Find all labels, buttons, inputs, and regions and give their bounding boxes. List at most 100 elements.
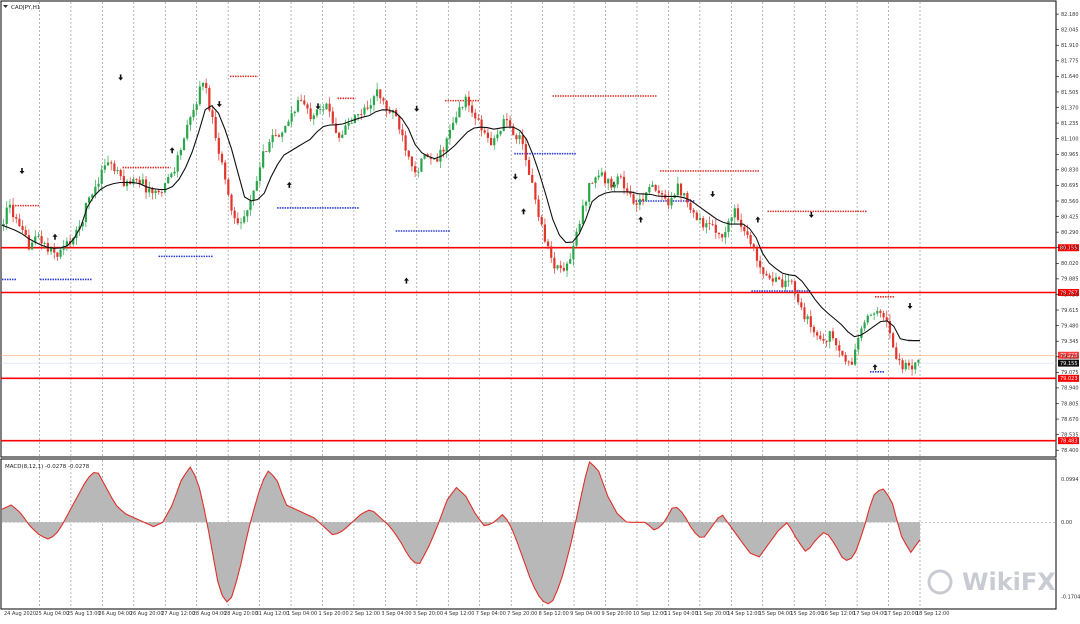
bull-candle [363,107,366,115]
time-tick-label: 28 Aug 20:00 [224,611,258,617]
symbol-dropdown-icon[interactable] [3,5,8,8]
bear-candle [508,120,512,127]
bear-candle [328,103,331,112]
bear-candle [233,210,236,219]
bull-candle [319,109,322,111]
candle-layer [2,78,920,376]
bull-candle [914,362,917,370]
down-arrow-icon [808,211,814,218]
bear-candle [654,184,657,191]
price-tick-label: 79.075 [1061,370,1079,376]
level-price-label: 79.767 [1060,290,1078,296]
bear-candle [360,114,363,115]
bull-candle [676,183,679,196]
bull-candle [94,186,97,195]
price-tick-label: 80.695 [1061,183,1079,189]
bull-candle [448,129,452,139]
bull-candle [613,184,616,188]
bear-candle [721,234,724,238]
bull-candle [876,310,879,314]
time-tick-label: 7 Sep 04:00 [476,611,506,617]
bear-candle [157,190,160,193]
bear-candle [505,119,508,121]
bear-candle [398,116,401,130]
level-price-label: 79.023 [1060,376,1078,382]
marker-layer [2,74,913,373]
bear-candle [366,107,369,109]
up-arrow-icon [755,216,761,223]
time-tick-label: 10 Sep 12:00 [633,611,666,617]
bear-candle [18,218,21,227]
bull-candle [648,187,651,193]
bear-candle [850,361,854,365]
bull-candle [372,96,376,106]
moving-line-layer [1,104,920,342]
bear-candle [135,179,138,180]
bear-candle [755,248,759,261]
level-price-label: 78.483 [1060,438,1078,444]
price-tick-label: 81.505 [1061,90,1079,96]
down-arrow-icon [512,173,518,180]
bull-candle [132,179,135,185]
bull-candle [258,167,262,181]
bear-candle [689,202,692,210]
bull-candle [730,217,733,222]
price-tick-label: 81.370 [1061,105,1079,111]
bull-candle [176,155,179,172]
bear-candle [483,130,486,133]
bull-candle [195,104,198,110]
bear-candle [382,98,385,101]
level-price-tag [1058,244,1079,252]
price-tick-label: 82.045 [1061,27,1079,33]
bull-candle [575,231,578,246]
time-tick-label: 24 Aug 2020 [4,611,36,617]
bull-candle [670,198,673,206]
bull-candle [312,115,315,120]
bull-candle [170,173,173,178]
price-tick-label: 79.345 [1061,339,1079,345]
bull-candle [458,107,461,118]
price-tick-label: 81.775 [1061,59,1079,65]
level-price-tag [1058,289,1079,296]
time-tick-label: 28 Aug 04:00 [193,611,227,617]
bull-candle [5,207,8,224]
bear-candle [512,126,515,136]
time-tick-label: 2 Sep 12:00 [350,611,380,617]
bull-candle [569,259,572,264]
bull-candle [451,122,455,130]
down-arrow-icon [710,191,716,198]
bull-candle [125,181,129,187]
bull-candle [344,125,347,135]
bear-candle [119,170,122,177]
bear-candle [401,129,404,136]
bull-candle [243,216,246,223]
bear-candle [790,280,793,282]
bear-candle [831,331,835,339]
bull-candle [645,192,648,201]
bull-candle [417,171,420,173]
bear-candle [749,234,752,245]
bull-candle [186,124,189,139]
bear-candle [667,198,670,206]
bear-candle [559,265,562,269]
bull-candle [103,165,106,170]
bear-candle [56,252,59,257]
bear-candle [404,135,407,151]
bear-candle [660,193,664,195]
ask-price-tag [1058,359,1079,367]
bear-candle [224,162,227,180]
bear-candle [847,361,850,363]
bear-candle [910,365,914,370]
bear-candle [274,135,277,136]
bear-candle [812,326,816,333]
bull-candle [464,96,467,108]
bear-candle [891,333,895,348]
bear-candle [540,217,543,225]
bear-candle [797,293,800,303]
down-arrow-icon [315,103,321,110]
bear-candle [546,241,550,247]
time-tick-label: 17 Sep 20:00 [885,611,918,617]
bear-candle [765,273,768,276]
bear-candle [429,157,433,159]
